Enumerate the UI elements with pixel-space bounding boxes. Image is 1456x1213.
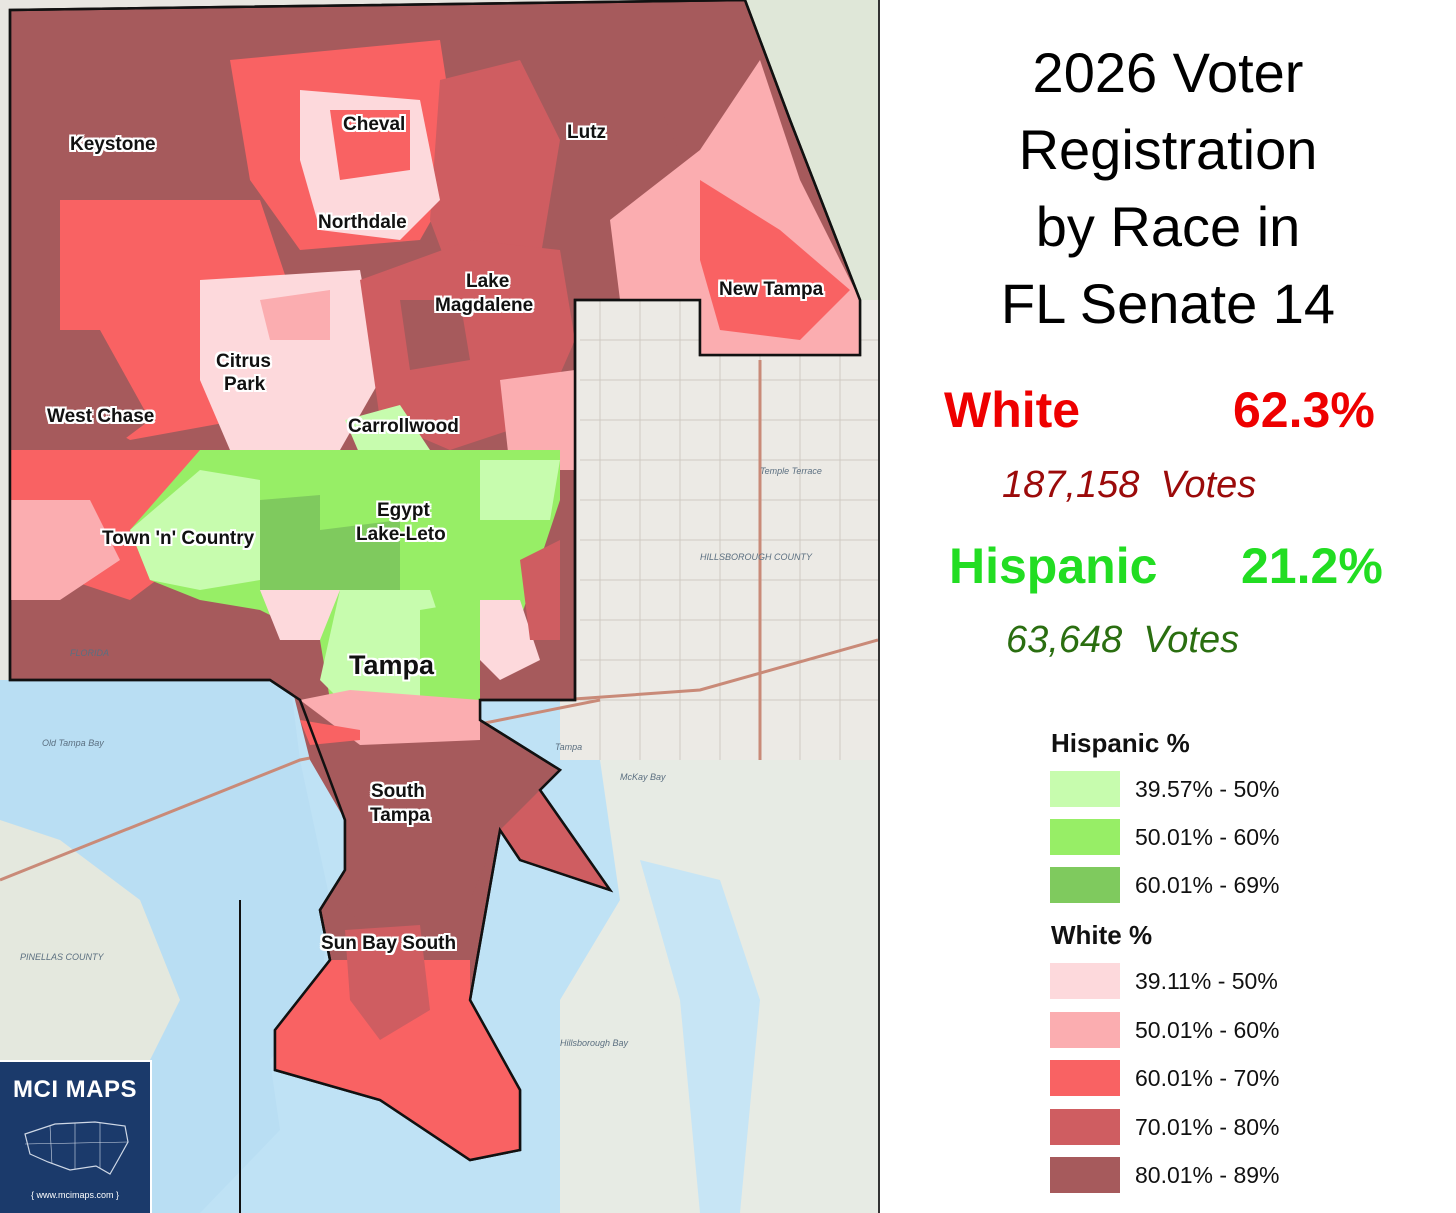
place-keystone: Keystone — [70, 134, 156, 155]
mci-maps-logo: MCI MAPS { www.mcimaps.com } — [0, 1060, 152, 1213]
place-carrollwood: Carrollwood — [348, 416, 459, 437]
carrollwood-east — [500, 370, 575, 470]
egypt-east-green — [480, 460, 560, 520]
hillsborough-bay-label: Hillsborough Bay — [560, 1038, 629, 1048]
legend-white-label-2: 50.01% - 60% — [1135, 1017, 1280, 1043]
hispanic-label: Hispanic — [949, 538, 1158, 594]
title-line-2: Registration — [1018, 118, 1318, 181]
legend-hispanic-swatch-1 — [1050, 771, 1120, 807]
carrollwood-green — [345, 405, 430, 455]
tampa-city-label: Tampa — [555, 742, 583, 752]
legend-white-label-5: 80.01% - 89% — [1135, 1162, 1280, 1188]
new-tampa-core — [700, 180, 850, 340]
white-label: White — [944, 382, 1081, 438]
citrus-inner — [260, 290, 330, 340]
logo-url: { www.mcimaps.com } — [30, 1190, 120, 1200]
white-pct: 62.3% — [1233, 382, 1375, 438]
tampa-east-light — [480, 600, 540, 680]
legend-hispanic-label-2: 50.01% - 60% — [1135, 824, 1280, 850]
legend-white-swatch-4 — [1050, 1109, 1120, 1145]
legend-hispanic-swatch-2 — [1050, 819, 1120, 855]
tampa-green-east — [420, 600, 480, 720]
legend-white-swatch-1 — [1050, 963, 1120, 999]
pinellas-county-label: PINELLAS COUNTY — [20, 952, 104, 962]
town-shore-zone — [10, 500, 120, 600]
place-lake-magdalene-1: Lake — [466, 271, 510, 292]
legend-white-label-3: 60.01% - 70% — [1135, 1065, 1280, 1091]
map-title: 2026 Voter Registration by Race in FL Se… — [880, 34, 1456, 342]
place-lutz: Lutz — [567, 122, 607, 143]
title-line-3: by Race in — [1035, 195, 1301, 258]
place-citrus-park-1: Citrus — [216, 351, 271, 372]
sun-bay-south-zone — [275, 960, 520, 1160]
us-map-icon — [24, 1121, 129, 1175]
legend-white-title: White % — [1051, 920, 1153, 950]
legend-white-swatch-3 — [1050, 1060, 1120, 1096]
place-south-tampa-2: Tampa — [370, 805, 430, 826]
legend-white-label-4: 70.01% - 80% — [1135, 1114, 1280, 1140]
south-tampa-zone — [290, 680, 560, 960]
place-south-tampa-1: South — [371, 781, 425, 802]
magdalene-inner — [400, 300, 470, 370]
hispanic-dark-1 — [260, 495, 320, 590]
place-egypt-2: Lake-Leto — [356, 524, 446, 545]
east-strip — [520, 540, 560, 640]
white-votes-word: Votes — [1160, 464, 1257, 506]
place-cheval: Cheval — [343, 114, 406, 135]
legend-hispanic-label-3: 60.01% - 69% — [1135, 872, 1280, 898]
title-line-4: FL Senate 14 — [1000, 272, 1336, 335]
hispanic-votes: 63,648 Votes — [1006, 619, 1239, 662]
legend-hispanic-label-1: 39.57% - 50% — [1135, 776, 1280, 802]
legend-white-label-1: 39.11% - 50% — [1135, 968, 1278, 994]
highways — [0, 360, 878, 882]
white-votes: 187,158 Votes — [1002, 464, 1256, 507]
hispanic-pct: 21.2% — [1241, 538, 1383, 594]
old-tampa-bay-label: Old Tampa Bay — [42, 738, 104, 748]
district-map[interactable]: Old Tampa Bay Hillsborough Bay HILLSBORO… — [0, 0, 878, 1213]
hispanic-votes-word: Votes — [1143, 619, 1240, 661]
legend-white-swatch-5 — [1050, 1157, 1120, 1193]
white-votes-count: 187,158 — [1002, 464, 1140, 506]
pinellas-land — [0, 820, 180, 1060]
cheval-inner — [330, 110, 410, 180]
east-city-land — [560, 300, 878, 760]
place-new-tampa: New Tampa — [719, 279, 824, 300]
title-line-1: 2026 Voter — [1032, 41, 1304, 104]
place-west-chase: West Chase — [47, 406, 155, 427]
place-town-n-country: Town 'n' Country — [102, 528, 255, 549]
east-water — [640, 860, 760, 1213]
florida-label: FLORIDA — [70, 648, 110, 658]
legend-hispanic-title: Hispanic % — [1051, 728, 1190, 758]
mckay-bay-label: McKay Bay — [620, 772, 666, 782]
west-chase-zone — [10, 330, 150, 450]
citrus-park-zone — [200, 270, 380, 450]
map-canvas — [0, 0, 878, 1213]
legend-hispanic-swatch-3 — [1050, 867, 1120, 903]
town-n-country-green — [130, 470, 260, 590]
west-tampa-light — [260, 590, 340, 640]
lutz-west-zone — [430, 60, 560, 300]
place-lake-magdalene-2: Magdalene — [435, 295, 534, 316]
place-tampa: Tampa — [349, 650, 435, 680]
place-northdale: Northdale — [318, 212, 407, 233]
panel-divider — [878, 0, 880, 1213]
hispanic-dark-2 — [320, 520, 400, 590]
temple-terrace-label: Temple Terrace — [760, 466, 822, 476]
sun-bay-inner — [345, 925, 430, 1040]
hispanic-votes-count: 63,648 — [1006, 619, 1123, 661]
logo-title: MCI MAPS — [13, 1076, 137, 1103]
legend-white-swatch-2 — [1050, 1012, 1120, 1048]
place-citrus-park-2: Park — [224, 374, 266, 395]
place-egypt-1: Egypt — [377, 500, 430, 521]
harbor-island — [500, 790, 610, 890]
info-panel: 2026 Voter Registration by Race in FL Se… — [880, 0, 1456, 1213]
district-outline — [8, 0, 862, 1162]
hillsborough-county-label: HILLSBOROUGH COUNTY — [700, 552, 813, 562]
place-sun-bay-south: Sun Bay South — [321, 933, 457, 954]
